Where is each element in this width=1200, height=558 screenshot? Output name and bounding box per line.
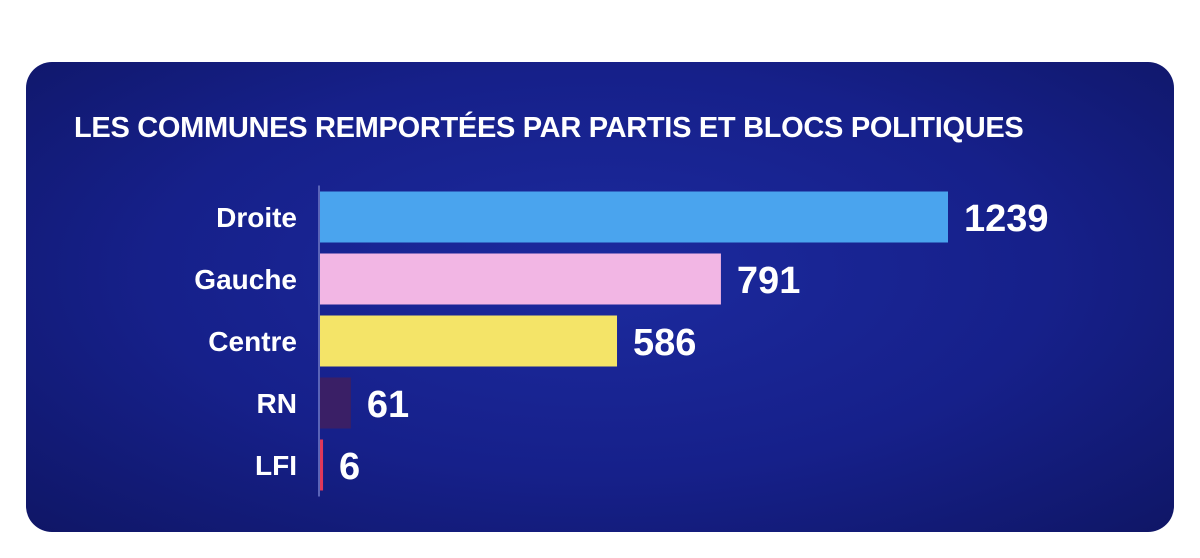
category-label-gauche: Gauche — [194, 264, 297, 295]
tv-screen: LES COMMUNES REMPORTÉES PAR PARTIS ET BL… — [26, 62, 1174, 532]
category-label-lfi: LFI — [255, 450, 297, 481]
bar-droite — [320, 191, 948, 243]
bar-chart: Droite 1239 Gauche 791 Centre 586 RN 61 LFI 6 — [194, 185, 1049, 497]
bar-lfi — [320, 439, 324, 491]
category-label-rn: RN — [257, 388, 297, 419]
value-label-rn: 61 — [367, 384, 409, 426]
category-label-centre: Centre — [208, 326, 297, 357]
value-label-gauche: 791 — [737, 260, 800, 302]
bar-rn — [320, 377, 351, 429]
chart-title: LES COMMUNES REMPORTÉES PAR PARTIS ET BL… — [74, 112, 1024, 144]
category-label-droite: Droite — [216, 202, 297, 233]
bar-centre — [320, 315, 618, 367]
value-label-lfi: 6 — [339, 446, 360, 488]
bar-gauche — [320, 253, 721, 305]
value-label-droite: 1239 — [964, 198, 1049, 240]
value-label-centre: 586 — [633, 322, 696, 364]
